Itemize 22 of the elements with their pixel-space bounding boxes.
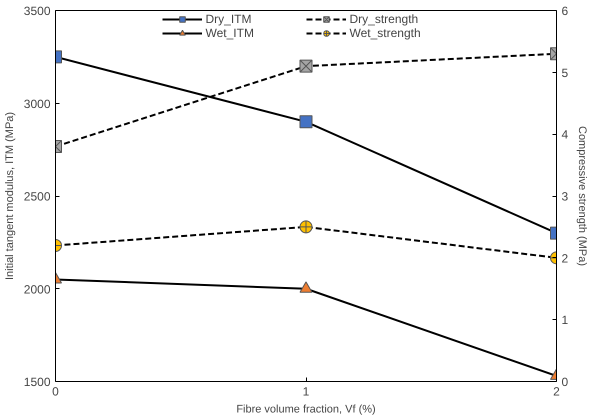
y-tick-label: 2000: [24, 282, 51, 296]
y-tick-label: 3500: [24, 4, 51, 18]
y2-tick-label: 3: [562, 190, 568, 204]
y2-tick-label: 4: [562, 128, 568, 142]
x-tick-label: 1: [302, 384, 310, 398]
y-tick-label: 1500: [24, 375, 51, 389]
y2-tick-label: 5: [562, 66, 568, 80]
y-axis-title: Initial tangent modulus, ITM (MPa): [4, 112, 16, 280]
legend-label: Dry_ITM: [206, 12, 252, 26]
y-tick-label: 3000: [24, 96, 51, 111]
x-tick-label: 0: [52, 384, 60, 398]
y2-tick-label: 1: [562, 313, 568, 328]
x-tick-label: 2: [553, 384, 560, 398]
y2-tick-label: 0: [562, 375, 568, 389]
y2-axis-title: Compressive strength (MPa): [576, 126, 588, 266]
y2-tick-label: 2: [562, 251, 568, 266]
y2-tick-label: 6: [562, 4, 568, 18]
legend-label: Wet_ITM: [206, 26, 255, 40]
legend-label: Wet_strength: [350, 26, 422, 40]
x-axis-title: Fibre volume fraction, Vf (%): [236, 404, 376, 416]
legend-label: Dry_strength: [350, 12, 420, 26]
y-tick-label: 2500: [24, 190, 51, 204]
